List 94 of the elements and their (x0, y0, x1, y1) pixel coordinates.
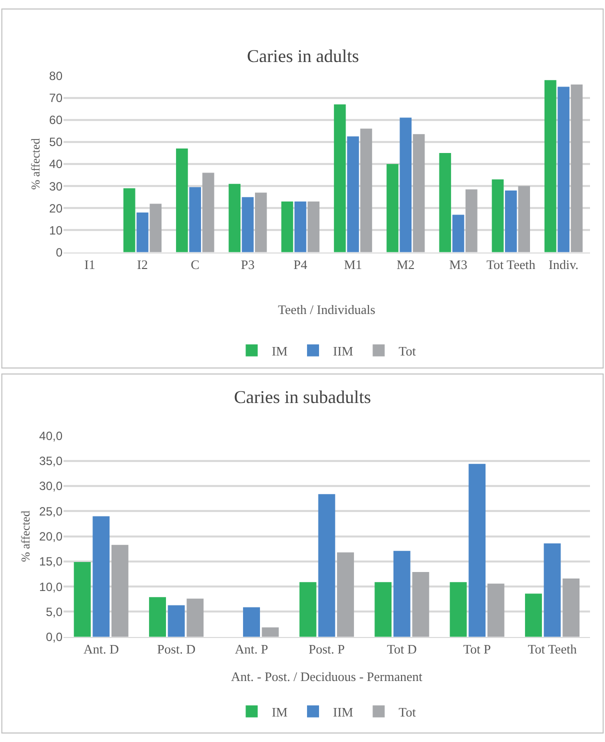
x-tick-label: C (190, 256, 200, 272)
bar (243, 607, 260, 637)
y-axis-title: % affected (18, 510, 32, 562)
y-tick-label: 20,0 (39, 530, 63, 544)
bar (176, 148, 188, 252)
x-tick-label: M2 (396, 256, 415, 272)
chart-title: Caries in adults (247, 46, 359, 66)
bar (525, 594, 542, 637)
y-tick-label: 30 (49, 179, 63, 194)
x-tick-label: Tot Teeth (486, 256, 536, 272)
bar (360, 128, 372, 252)
y-tick-label: 5,0 (46, 604, 63, 619)
bar (492, 179, 504, 252)
bar (228, 184, 241, 252)
legend-label: Tot (398, 343, 416, 358)
x-tick-label: Indiv. (548, 256, 578, 272)
y-tick-label: 35,0 (39, 454, 63, 468)
bar (562, 578, 580, 637)
bar (92, 516, 110, 637)
chart-title: Caries in subadults (234, 387, 371, 407)
legend-label: IM (272, 343, 288, 358)
x-tick-label: Post. D (157, 641, 196, 656)
bar (558, 86, 570, 252)
bar (299, 582, 316, 637)
bar (374, 582, 392, 637)
y-tick-label: 0 (56, 245, 63, 260)
y-tick-label: 50 (49, 135, 63, 150)
bar (111, 544, 128, 637)
bar (168, 605, 185, 637)
y-tick-label: 70 (49, 90, 63, 105)
x-tick-label: Ant. D (83, 641, 119, 656)
bar (186, 598, 204, 637)
bar (334, 104, 346, 252)
legend-label: IM (272, 704, 288, 720)
bar (136, 212, 148, 252)
y-tick-label: 40,0 (39, 428, 63, 443)
x-tick-label: P3 (240, 256, 255, 272)
bar (393, 550, 410, 637)
y-tick-label: 40 (49, 157, 63, 172)
x-tick-label: Tot D (386, 641, 417, 656)
x-axis-title: Teeth / Individuals (278, 302, 376, 317)
legend-label: IIM (333, 343, 354, 358)
x-tick-label: M3 (449, 256, 468, 272)
x-tick-label: Tot Teeth (528, 641, 578, 656)
bar (544, 80, 556, 252)
y-tick-label: 25,0 (39, 504, 63, 518)
legend-label: Tot (398, 704, 416, 720)
bar (412, 572, 430, 637)
bar (254, 192, 267, 252)
y-tick-label: 10 (49, 223, 63, 238)
bar (466, 189, 478, 252)
bar (123, 188, 136, 252)
bar (487, 584, 504, 637)
bar (412, 134, 425, 252)
bar (74, 562, 91, 637)
y-tick-label: 30,0 (39, 479, 63, 494)
bar (308, 202, 320, 252)
x-tick-label: P4 (294, 256, 308, 272)
x-tick-label: I1 (84, 256, 96, 272)
bar (337, 552, 354, 637)
x-tick-label: Ant. P (234, 641, 268, 656)
x-tick-label: M1 (344, 256, 362, 272)
legend-label: IIM (333, 704, 354, 720)
bar (450, 582, 467, 637)
bar (386, 164, 398, 252)
x-tick-label: Post. P (308, 641, 345, 656)
bar (189, 187, 202, 252)
bar (294, 202, 306, 252)
bar (202, 172, 214, 252)
bar (468, 464, 486, 637)
bar (318, 494, 336, 637)
y-tick-label: 20 (49, 201, 63, 216)
y-tick-label: 0,0 (46, 630, 63, 644)
bar (347, 136, 359, 252)
bar (439, 152, 452, 252)
bar (262, 627, 279, 637)
bar (150, 204, 162, 252)
y-tick-label: 60 (49, 113, 63, 128)
y-tick-label: 15,0 (39, 554, 63, 569)
bar (570, 84, 583, 252)
bar (518, 186, 530, 252)
bar (505, 190, 517, 252)
x-tick-label: I2 (137, 256, 148, 272)
bar (452, 214, 464, 252)
bar (149, 597, 166, 637)
y-tick-label: 10,0 (39, 580, 63, 594)
bar (281, 202, 294, 252)
x-axis-title: Ant. - Post. / Deciduous - Permanent (231, 669, 423, 684)
bar (544, 543, 561, 637)
bar (242, 197, 254, 252)
bar (400, 118, 412, 252)
y-axis-title: % affected (28, 138, 42, 190)
y-tick-label: 80 (49, 68, 63, 83)
x-tick-label: Tot P (463, 641, 491, 656)
